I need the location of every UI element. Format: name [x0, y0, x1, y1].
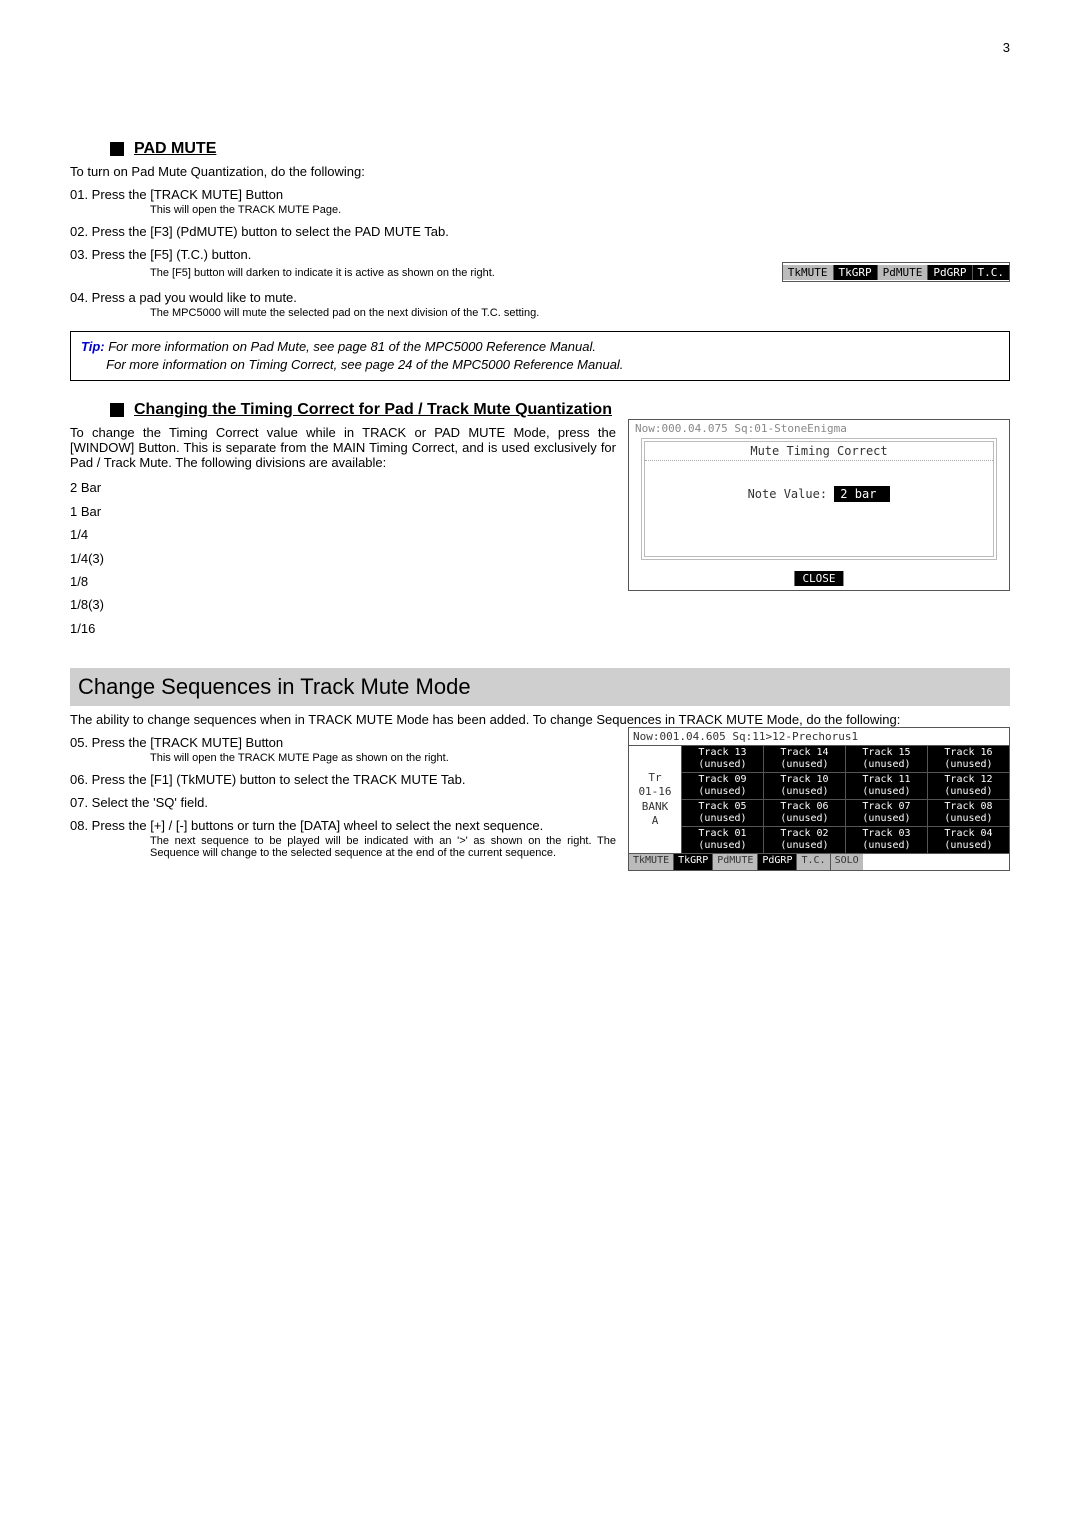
track-cell: Track 05 (unused) — [682, 800, 763, 826]
step-02: 02. Press the [F3] (PdMUTE) button to se… — [70, 224, 1010, 239]
timing-correct-title: Changing the Timing Correct for Pad / Tr… — [134, 401, 612, 419]
change-sequences-banner: Change Sequences in Track Mute Mode — [70, 668, 1010, 706]
close-button: CLOSE — [794, 571, 843, 586]
pad-mute-title: PAD MUTE — [134, 140, 216, 158]
track-cell: Track 09 (unused) — [682, 773, 763, 799]
track-cell: Track 08 (unused) — [927, 800, 1009, 826]
step-01-sub: This will open the TRACK MUTE Page. — [150, 204, 1010, 216]
track-cell: Track 10 (unused) — [763, 773, 845, 799]
step-08-sub: The next sequence to be played will be i… — [150, 835, 616, 859]
track-cell: Track 15 (unused) — [845, 746, 927, 772]
section3-para: The ability to change sequences when in … — [70, 712, 1010, 727]
track-cell: Track 16 (unused) — [927, 746, 1009, 772]
mute-timing-window: Now:000.04.075 Sq:01-StoneEnigma Mute Ti… — [628, 419, 1010, 591]
track-cell: Track 01 (unused) — [682, 827, 763, 853]
track-cell: Track 04 (unused) — [927, 827, 1009, 853]
track-cell: Track 12 (unused) — [927, 773, 1009, 799]
tab-tkgrp: TkGRP — [673, 854, 712, 870]
track-mute-figure: Now:001.04.605 Sq:11>12-Prechorus1 Tr 01… — [628, 727, 1010, 871]
tip-box: Tip: For more information on Pad Mute, s… — [70, 331, 1010, 381]
track-mute-header: Now:001.04.605 Sq:11>12-Prechorus1 — [629, 728, 1009, 746]
page-number: 3 — [1003, 40, 1010, 55]
tip-label: Tip: — [81, 339, 105, 354]
step-01: 01. Press the [TRACK MUTE] Button — [70, 187, 1010, 202]
tab-strip-figure: TkMUTE TkGRP PdMUTE PdGRP T.C. — [782, 262, 1010, 282]
step-03-sub: The [F5] button will darken to indicate … — [150, 267, 782, 279]
step-03: 03. Press the [F5] (T.C.) button. — [70, 247, 1010, 262]
value-1-8: 1/8 — [70, 570, 616, 593]
bullet-square — [110, 403, 124, 417]
note-value: 2 bar — [834, 486, 890, 502]
track-side-labels: Tr 01-16 BANK A — [629, 746, 682, 853]
step-04: 04. Press a pad you would like to mute. — [70, 290, 1010, 305]
tab-tkmute: TkMUTE — [783, 265, 833, 280]
window-title: Mute Timing Correct — [645, 442, 993, 461]
track-cell: Track 06 (unused) — [763, 800, 845, 826]
value-1-8-3: 1/8(3) — [70, 593, 616, 616]
value-1-4-3: 1/4(3) — [70, 547, 616, 570]
track-cell: Track 02 (unused) — [763, 827, 845, 853]
step-07: 07. Select the 'SQ' field. — [70, 795, 616, 810]
step-06: 06. Press the [F1] (TkMUTE) button to se… — [70, 772, 616, 787]
tab-pdmute: PdMUTE — [877, 265, 928, 280]
step-04-sub: The MPC5000 will mute the selected pad o… — [150, 307, 1010, 319]
tab-tc: T.C. — [972, 265, 1010, 280]
tab-pdgrp: PdGRP — [927, 265, 971, 280]
note-value-label: Note Value: — [748, 487, 827, 501]
track-cell: Track 07 (unused) — [845, 800, 927, 826]
timing-correct-heading: Changing the Timing Correct for Pad / Tr… — [110, 401, 1010, 419]
tab-tkgrp: TkGRP — [833, 265, 877, 280]
value-1-16: 1/16 — [70, 617, 616, 640]
bullet-square — [110, 142, 124, 156]
value-list: 2 Bar 1 Bar 1/4 1/4(3) 1/8 1/8(3) 1/16 — [70, 476, 616, 640]
pad-mute-heading: PAD MUTE — [110, 140, 1010, 158]
window-header: Now:000.04.075 Sq:01-StoneEnigma — [629, 420, 1009, 437]
tip-line-2: For more information on Timing Correct, … — [106, 357, 623, 372]
timing-correct-para: To change the Timing Correct value while… — [70, 425, 616, 470]
track-cell: Track 14 (unused) — [763, 746, 845, 772]
step-05: 05. Press the [TRACK MUTE] Button — [70, 735, 616, 750]
value-2bar: 2 Bar — [70, 476, 616, 499]
track-cell: Track 11 (unused) — [845, 773, 927, 799]
step-05-sub: This will open the TRACK MUTE Page as sh… — [150, 752, 616, 764]
tab-tc: T.C. — [796, 854, 829, 870]
tip-line-1: For more information on Pad Mute, see pa… — [105, 339, 596, 354]
track-cell: Track 13 (unused) — [682, 746, 763, 772]
tab-pdgrp: PdGRP — [757, 854, 796, 870]
tab-pdmute: PdMUTE — [712, 854, 757, 870]
track-grid: Track 13 (unused) Track 14 (unused) Trac… — [682, 746, 1009, 853]
value-1-4: 1/4 — [70, 523, 616, 546]
value-1bar: 1 Bar — [70, 500, 616, 523]
tab-solo: SOLO — [830, 854, 863, 870]
intro-text: To turn on Pad Mute Quantization, do the… — [70, 164, 1010, 179]
track-cell: Track 03 (unused) — [845, 827, 927, 853]
tab-tkmute: TkMUTE — [629, 854, 673, 870]
step-08: 08. Press the [+] / [-] buttons or turn … — [70, 818, 616, 833]
